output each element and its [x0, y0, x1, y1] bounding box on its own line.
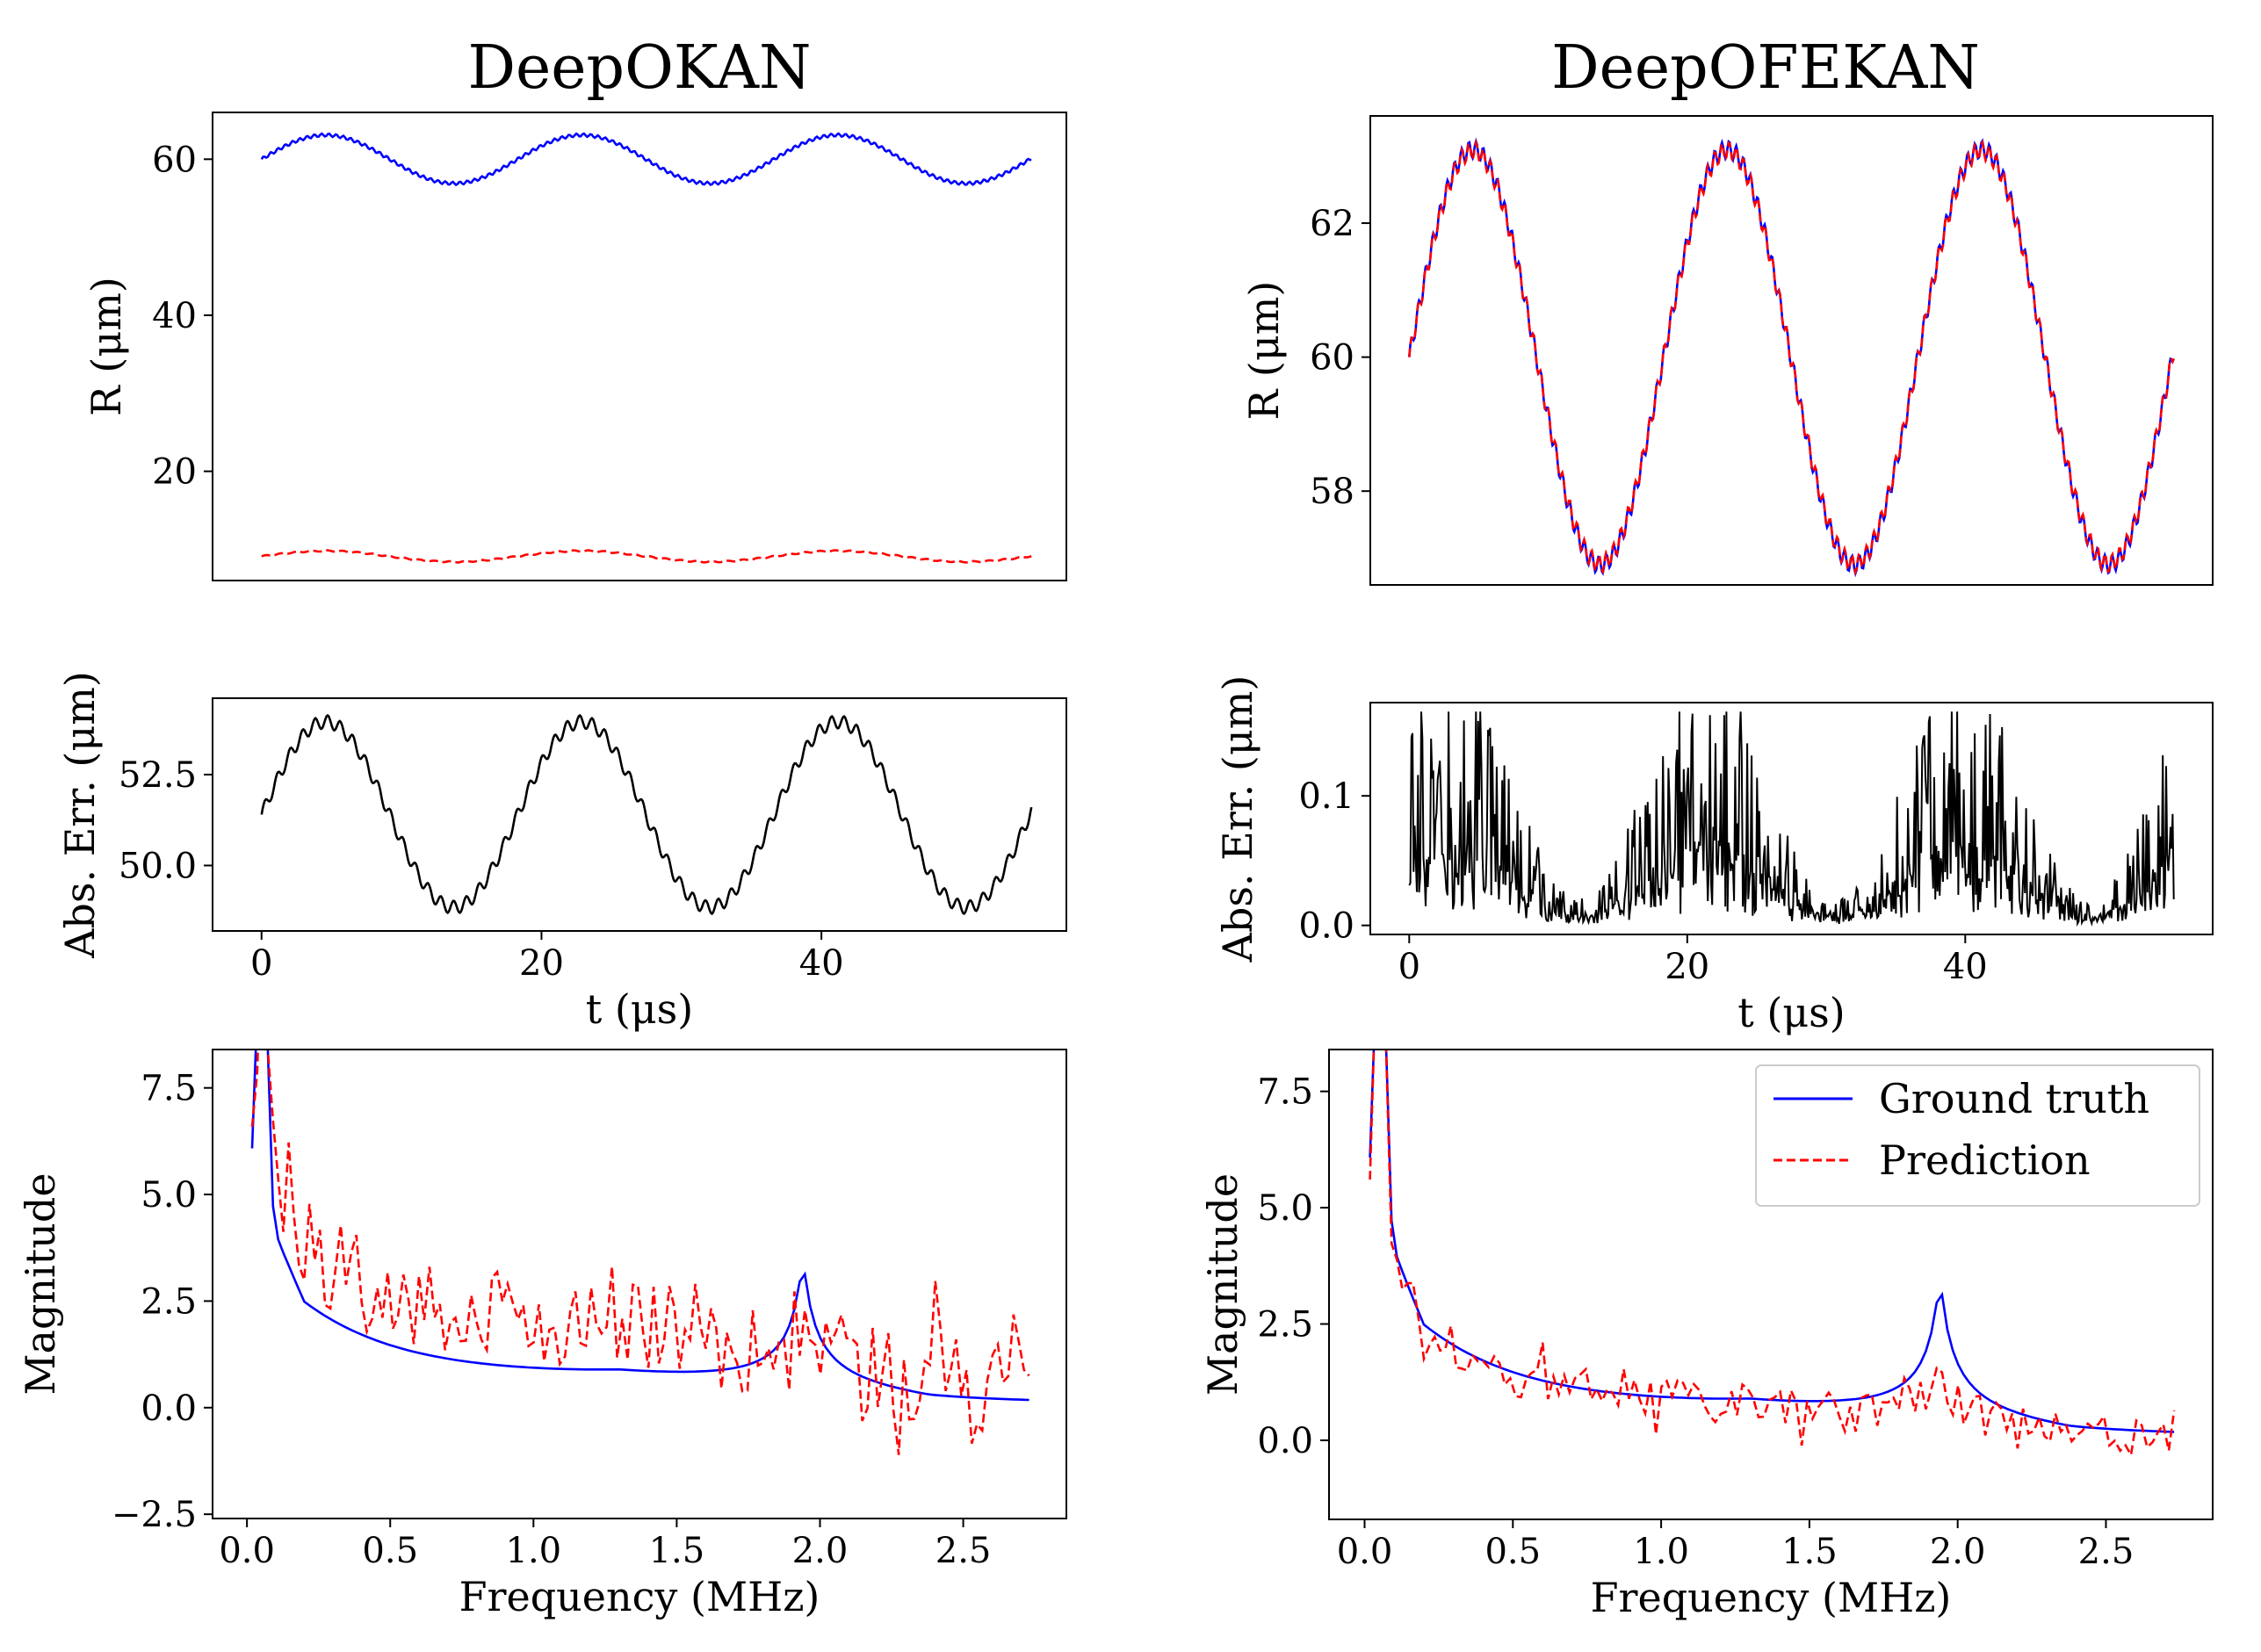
- fft-right-xtick-label: 2.0: [1930, 1532, 1986, 1572]
- err-right-ytick-label: 0.1: [1298, 776, 1354, 817]
- fft-right-xtick-label: 2.5: [2078, 1532, 2135, 1572]
- fft-right-ylabel: Magnitude: [1199, 1173, 1246, 1396]
- r-right-ylabel: R (μm): [1240, 281, 1288, 421]
- fft-right-axes-frame: [1328, 1049, 2214, 1520]
- err-left-ytick-label: 52.5: [119, 755, 197, 796]
- err-right-xtick-label: 0: [1398, 947, 1420, 987]
- err-left-series-abs-err-: [260, 713, 1033, 916]
- err-left-xtick-label: 20: [519, 943, 564, 984]
- fft-left-ytick-label: 0.0: [141, 1389, 197, 1429]
- r-right-axes-frame: [1369, 115, 2214, 586]
- chart-err-right: 0.0 0.1 0 20 40 Abs. Err. (μm) t (μs): [1214, 675, 2214, 1036]
- r-left-ylabel: R (μm): [83, 277, 130, 416]
- r-left-series-ground-truth: [260, 132, 1032, 187]
- fft-right-series-prediction: [1369, 1050, 2176, 1459]
- err-left-xtick-label: 0: [250, 943, 272, 984]
- chart-fft-left: −2.5 0.0 2.5 5.0 7.5 0.0 0.5 1.0 1.5 2.0 2.5 Magnit…: [17, 1049, 1067, 1620]
- legend: Ground truth Prediction: [1755, 1064, 2200, 1207]
- chart-fft-right: 0.0 2.5 5.0 7.5 0.0 0.5 1.0 1.5 2.0 2.5 Magnitude F…: [1199, 1049, 2214, 1621]
- err-right-xtick-label: 20: [1665, 947, 1709, 987]
- legend-label-prediction: Prediction: [1879, 1136, 2091, 1184]
- fft-left-xtick-label: 0.0: [219, 1531, 275, 1571]
- r-left-series-prediction: [261, 549, 1032, 564]
- fft-left-ylabel: Magnitude: [17, 1172, 64, 1395]
- r-left-ytick-label: 60: [152, 140, 197, 180]
- fft-left-xlabel: Frequency (MHz): [459, 1573, 820, 1620]
- fft-left-xtick-label: 1.0: [506, 1531, 562, 1571]
- r-right-series-prediction: [1408, 138, 2175, 576]
- r-right-ytick-label: 62: [1310, 204, 1354, 244]
- err-right-xlabel: t (μs): [1737, 989, 1846, 1036]
- fft-left-series-ground-truth: [250, 1050, 1029, 1402]
- legend-label-ground-truth: Ground truth: [1879, 1075, 2149, 1122]
- err-left-xtick-label: 40: [799, 943, 844, 984]
- err-left-ylabel: Abs. Err. (μm): [56, 671, 104, 959]
- fft-left-xtick-label: 2.0: [792, 1531, 849, 1571]
- fft-left-ytick-label: 7.5: [141, 1069, 197, 1109]
- r-left-axes-frame: [212, 112, 1067, 581]
- err-left-xlabel: t (μs): [586, 985, 694, 1033]
- fft-right-xtick-label: 1.5: [1781, 1532, 1838, 1572]
- r-left-ytick-label: 40: [152, 296, 197, 336]
- err-right-ylabel: Abs. Err. (μm): [1214, 675, 1261, 963]
- fft-right-xlabel: Frequency (MHz): [1591, 1574, 1952, 1621]
- chart-err-left: 50.0 52.5 0 20 40 Abs. Err. (μm) t (μs): [56, 671, 1067, 1033]
- fft-right-ytick-label: 2.5: [1257, 1305, 1313, 1345]
- fft-right-xtick-label: 0.5: [1484, 1532, 1541, 1572]
- fft-right-ytick-label: 7.5: [1257, 1072, 1313, 1113]
- err-left-ytick-label: 50.0: [119, 846, 197, 886]
- err-left-axes-frame: [212, 697, 1067, 932]
- fft-left-ytick-label: −2.5: [112, 1495, 197, 1535]
- fft-left-axes-frame: [212, 1049, 1067, 1519]
- err-right-axes-frame: [1369, 702, 2214, 935]
- fft-right-xtick-label: 1.0: [1633, 1532, 1689, 1572]
- r-right-ytick-label: 60: [1310, 338, 1354, 379]
- right-column-title: DeepOFEKAN: [1551, 33, 1980, 103]
- err-right-ytick-label: 0.0: [1298, 906, 1354, 947]
- chart-r-left: 20 40 60 R (μm): [83, 112, 1067, 581]
- left-column-title: DeepOKAN: [468, 33, 812, 103]
- fft-right-ytick-label: 5.0: [1257, 1188, 1313, 1229]
- fft-left-xtick-label: 2.5: [935, 1531, 992, 1571]
- fft-left-ytick-label: 5.0: [141, 1175, 197, 1216]
- fft-left-series-prediction: [250, 1050, 1030, 1455]
- fft-right-ytick-label: 0.0: [1257, 1421, 1313, 1461]
- fft-left-xtick-label: 1.5: [649, 1531, 705, 1571]
- fft-right-xtick-label: 0.0: [1337, 1532, 1393, 1572]
- fft-left-ytick-label: 2.5: [141, 1281, 197, 1322]
- r-left-ytick-label: 20: [152, 452, 197, 493]
- r-right-ytick-label: 58: [1310, 472, 1354, 512]
- err-right-series-abs-err-: [1408, 711, 2175, 927]
- legend-box: [1755, 1064, 2200, 1207]
- chart-r-right: 58 60 62 R (μm): [1240, 115, 2214, 586]
- r-right-series-ground-truth: [1408, 137, 2175, 578]
- err-right-xtick-label: 40: [1943, 947, 1988, 987]
- fft-left-xtick-label: 0.5: [362, 1531, 418, 1571]
